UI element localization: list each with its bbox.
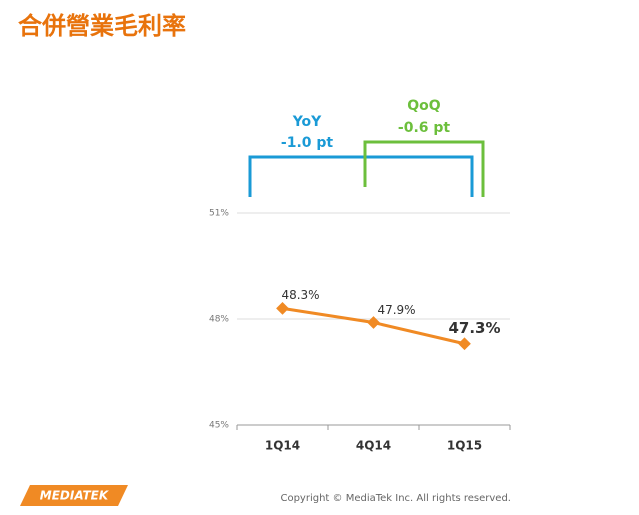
chart-title: 合併營業毛利率 xyxy=(18,12,186,40)
value-label: 47.9% xyxy=(377,303,415,317)
value-label: 48.3% xyxy=(281,288,319,302)
x-tick-label: 4Q14 xyxy=(356,439,391,453)
qoq-bracket xyxy=(363,140,485,197)
x-tick-label: 1Q15 xyxy=(447,439,482,453)
x-tick-label: 1Q14 xyxy=(265,439,300,453)
copyright: Copyright © MediaTek Inc. All rights res… xyxy=(280,493,511,504)
annotation-text: -0.6 pt xyxy=(398,120,451,136)
marker xyxy=(367,316,380,329)
marker xyxy=(276,302,289,315)
y-tick-label: 48% xyxy=(209,315,229,325)
y-tick-label: 51% xyxy=(209,209,229,219)
yoy-bracket xyxy=(248,155,474,197)
y-tick-label: 45% xyxy=(209,421,229,431)
annotation-text: -1.0 pt xyxy=(281,135,334,151)
annotation-label: YoY xyxy=(292,114,322,130)
marker xyxy=(458,337,471,351)
value-label: 47.3% xyxy=(448,319,500,337)
logo-badge xyxy=(20,485,128,506)
annotation-label: QoQ xyxy=(407,98,441,114)
logo: MEDIATEK xyxy=(40,489,110,503)
